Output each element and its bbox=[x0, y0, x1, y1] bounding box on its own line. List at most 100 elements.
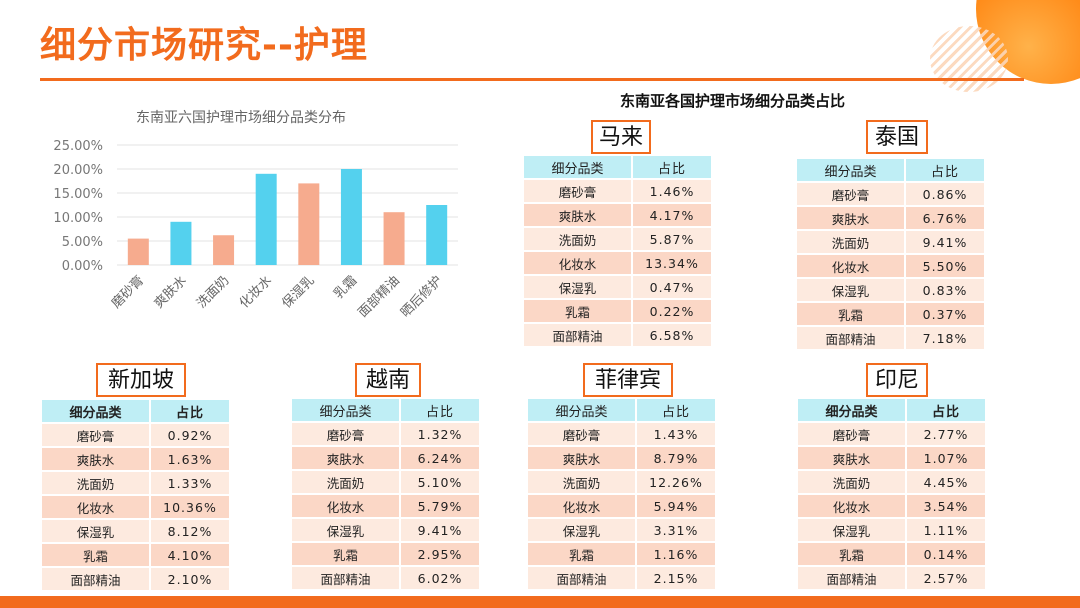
share-cell: 0.37% bbox=[906, 303, 984, 325]
share-cell: 5.10% bbox=[401, 471, 479, 493]
header-category: 细分品类 bbox=[528, 399, 637, 421]
share-cell: 1.11% bbox=[907, 519, 985, 541]
x-tick-label: 爽肤水 bbox=[152, 273, 190, 311]
table-row: 化妆水 5.79% bbox=[292, 495, 479, 517]
table-row: 保湿乳 3.31% bbox=[528, 519, 715, 541]
share-cell: 3.54% bbox=[907, 495, 985, 517]
y-tick-label: 15.00% bbox=[53, 187, 103, 202]
header-category: 细分品类 bbox=[42, 400, 151, 422]
table-row: 化妆水 3.54% bbox=[798, 495, 985, 517]
share-cell: 5.50% bbox=[906, 255, 984, 277]
category-cell: 面部精油 bbox=[42, 568, 151, 590]
share-cell: 2.57% bbox=[907, 567, 985, 589]
category-cell: 磨砂膏 bbox=[524, 180, 633, 202]
table-row: 保湿乳 0.83% bbox=[797, 279, 984, 301]
country-label-vietnam: 越南 bbox=[355, 363, 421, 397]
table-row: 乳霜 1.16% bbox=[528, 543, 715, 565]
table-row: 面部精油 6.58% bbox=[524, 324, 711, 346]
category-cell: 洗面奶 bbox=[524, 228, 633, 250]
table-row: 磨砂膏 1.43% bbox=[528, 423, 715, 445]
bar bbox=[383, 212, 405, 265]
share-cell: 4.45% bbox=[907, 471, 985, 493]
share-cell: 8.79% bbox=[637, 447, 715, 469]
x-tick-label: 化妆水 bbox=[237, 273, 275, 311]
table-row: 保湿乳 0.47% bbox=[524, 276, 711, 298]
share-cell: 0.86% bbox=[906, 183, 984, 205]
header-share: 占比 bbox=[151, 400, 229, 422]
header-category: 细分品类 bbox=[798, 399, 907, 421]
category-cell: 磨砂膏 bbox=[528, 423, 637, 445]
category-cell: 乳霜 bbox=[42, 544, 151, 566]
x-tick-label: 磨砂膏 bbox=[108, 273, 147, 312]
share-cell: 9.41% bbox=[401, 519, 479, 541]
share-cell: 1.33% bbox=[151, 472, 229, 494]
table-row: 爽肤水 1.63% bbox=[42, 448, 229, 470]
bar bbox=[170, 221, 192, 265]
category-cell: 磨砂膏 bbox=[798, 423, 907, 445]
category-cell: 爽肤水 bbox=[292, 447, 401, 469]
footer-bar bbox=[0, 596, 1080, 608]
table-row: 磨砂膏 0.86% bbox=[797, 183, 984, 205]
share-cell: 9.41% bbox=[906, 231, 984, 253]
share-cell: 5.94% bbox=[637, 495, 715, 517]
y-tick-label: 25.00% bbox=[53, 139, 103, 154]
share-cell: 4.10% bbox=[151, 544, 229, 566]
table-header-row: 细分品类 占比 bbox=[797, 159, 984, 181]
header-share: 占比 bbox=[906, 159, 984, 181]
country-label-indonesia: 印尼 bbox=[866, 363, 928, 397]
category-cell: 爽肤水 bbox=[528, 447, 637, 469]
header-category: 细分品类 bbox=[292, 399, 401, 421]
header-share: 占比 bbox=[907, 399, 985, 421]
category-cell: 磨砂膏 bbox=[292, 423, 401, 445]
share-cell: 6.58% bbox=[633, 324, 711, 346]
country-label-thailand: 泰国 bbox=[866, 120, 928, 154]
table-row: 面部精油 2.57% bbox=[798, 567, 985, 589]
category-cell: 乳霜 bbox=[798, 543, 907, 565]
table-row: 洗面奶 12.26% bbox=[528, 471, 715, 493]
table-row: 面部精油 7.18% bbox=[797, 327, 984, 349]
table-row: 洗面奶 1.33% bbox=[42, 472, 229, 494]
bar bbox=[426, 205, 448, 265]
category-cell: 面部精油 bbox=[528, 567, 637, 589]
share-cell: 1.16% bbox=[637, 543, 715, 565]
x-tick-label: 面部精油 bbox=[356, 273, 403, 320]
chart-title: 东南亚六国护理市场细分品类分布 bbox=[136, 110, 346, 126]
category-cell: 保湿乳 bbox=[798, 519, 907, 541]
share-cell: 0.22% bbox=[633, 300, 711, 322]
x-tick-label: 晒后修护 bbox=[398, 273, 445, 320]
category-cell: 爽肤水 bbox=[524, 204, 633, 226]
table-header-row: 细分品类 占比 bbox=[42, 400, 229, 422]
category-cell: 乳霜 bbox=[524, 300, 633, 322]
share-cell: 0.92% bbox=[151, 424, 229, 446]
table-row: 洗面奶 5.87% bbox=[524, 228, 711, 250]
table-row: 乳霜 4.10% bbox=[42, 544, 229, 566]
category-cell: 面部精油 bbox=[798, 567, 907, 589]
bar bbox=[127, 238, 149, 265]
table-row: 磨砂膏 2.77% bbox=[798, 423, 985, 445]
table-row: 爽肤水 4.17% bbox=[524, 204, 711, 226]
page-title: 细分市场研究--护理 bbox=[40, 25, 368, 66]
share-table-vietnam: 细分品类 占比 磨砂膏 1.32% 爽肤水 6.24% 洗面奶 5.10% 化妆水 5.79% 保湿… bbox=[292, 397, 479, 591]
table-row: 磨砂膏 0.92% bbox=[42, 424, 229, 446]
share-cell: 1.07% bbox=[907, 447, 985, 469]
category-cell: 化妆水 bbox=[524, 252, 633, 274]
y-tick-label: 5.00% bbox=[62, 235, 103, 250]
category-cell: 磨砂膏 bbox=[797, 183, 906, 205]
table-header-row: 细分品类 占比 bbox=[524, 156, 711, 178]
category-cell: 保湿乳 bbox=[528, 519, 637, 541]
category-cell: 保湿乳 bbox=[292, 519, 401, 541]
table-row: 洗面奶 4.45% bbox=[798, 471, 985, 493]
bar bbox=[255, 173, 277, 265]
bar bbox=[340, 169, 362, 265]
table-row: 乳霜 0.14% bbox=[798, 543, 985, 565]
header-category: 细分品类 bbox=[797, 159, 906, 181]
table-header-row: 细分品类 占比 bbox=[798, 399, 985, 421]
category-cell: 面部精油 bbox=[524, 324, 633, 346]
header-category: 细分品类 bbox=[524, 156, 633, 178]
table-row: 保湿乳 1.11% bbox=[798, 519, 985, 541]
table-row: 面部精油 2.15% bbox=[528, 567, 715, 589]
title-underline bbox=[40, 78, 1024, 81]
category-cell: 磨砂膏 bbox=[42, 424, 151, 446]
share-table-singapore: 细分品类 占比 磨砂膏 0.92% 爽肤水 1.63% 洗面奶 1.33% 化妆水 10.36% 保… bbox=[42, 398, 229, 592]
table-row: 磨砂膏 1.46% bbox=[524, 180, 711, 202]
